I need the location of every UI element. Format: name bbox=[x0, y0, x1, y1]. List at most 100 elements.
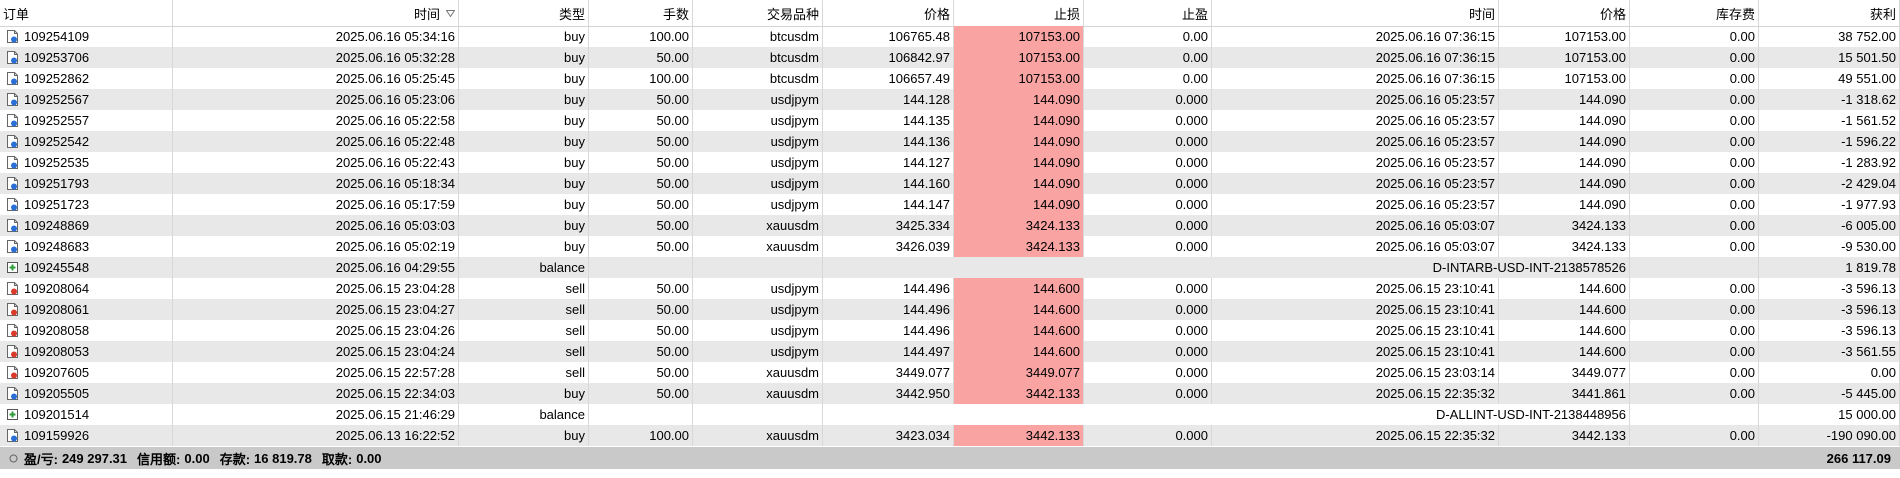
symbol: usdjpym bbox=[770, 134, 819, 149]
swap-cell: 0.00 bbox=[1630, 152, 1759, 173]
symbol: usdjpym bbox=[770, 197, 819, 212]
type-cell: balance bbox=[459, 404, 589, 425]
time-cell: 2025.06.16 04:29:55 bbox=[173, 257, 459, 278]
order-cell: 109208053 bbox=[0, 341, 173, 362]
symbol-cell: usdjpym bbox=[693, 299, 823, 320]
summary-total-cell: 266 117.09 bbox=[1759, 447, 1900, 469]
close-time-cell: 2025.06.15 23:10:41 bbox=[1212, 278, 1499, 299]
price: 144.497 bbox=[903, 344, 950, 359]
open-time: 2025.06.13 16:22:52 bbox=[335, 428, 455, 443]
tp: 0.000 bbox=[1175, 218, 1208, 233]
profit: 49 551.00 bbox=[1838, 71, 1896, 86]
swap: 0.00 bbox=[1729, 71, 1755, 86]
profit: -1 283.92 bbox=[1841, 155, 1896, 170]
close-price: 144.600 bbox=[1579, 281, 1626, 296]
sl-cell: 144.090 bbox=[954, 173, 1084, 194]
row-icon bbox=[7, 177, 18, 190]
close-time: 2025.06.16 05:23:57 bbox=[1375, 92, 1495, 107]
order-cell: 109208061 bbox=[0, 299, 173, 320]
summary-total: 266 117.09 bbox=[1826, 450, 1891, 466]
profit-cell: -1 283.92 bbox=[1759, 152, 1900, 173]
close-time: 2025.06.15 22:35:32 bbox=[1375, 386, 1495, 401]
trade-row: 109208053 2025.06.15 23:04:24 sell 50.00 usd… bbox=[0, 341, 1900, 362]
sl: 144.090 bbox=[1033, 155, 1080, 170]
tp-cell: 0.00 bbox=[1084, 68, 1212, 89]
volume: 50.00 bbox=[656, 386, 689, 401]
symbol-cell: usdjpym bbox=[693, 320, 823, 341]
type: buy bbox=[564, 71, 585, 86]
order: 109248683 bbox=[24, 239, 90, 254]
close-time: 2025.06.16 07:36:15 bbox=[1375, 29, 1495, 44]
order-cell: 109201514 bbox=[0, 404, 173, 425]
row-icon bbox=[7, 93, 18, 106]
close-price-cell: 107153.00 bbox=[1499, 26, 1630, 47]
summary-label: 信用额: bbox=[137, 451, 181, 467]
close-price-cell: 3442.133 bbox=[1499, 425, 1630, 446]
open-time: 2025.06.16 05:22:43 bbox=[335, 155, 455, 170]
profit: -2 429.04 bbox=[1841, 176, 1896, 191]
type-cell: buy bbox=[459, 110, 589, 131]
volume: 50.00 bbox=[656, 281, 689, 296]
tp-cell: 0.000 bbox=[1084, 383, 1212, 404]
open-time: 2025.06.15 22:34:03 bbox=[335, 386, 455, 401]
open-time-cell: 2025.06.16 05:32:28 bbox=[173, 47, 459, 68]
column-header: 手数 bbox=[589, 0, 693, 26]
header-label: 价格 bbox=[923, 6, 950, 22]
volume: 50.00 bbox=[656, 155, 689, 170]
close-price: 144.600 bbox=[1579, 302, 1626, 317]
profit: -3 596.13 bbox=[1841, 302, 1896, 317]
order-cell: 109248869 bbox=[0, 215, 173, 236]
type: sell bbox=[565, 281, 585, 296]
swap-cell: 0.00 bbox=[1630, 320, 1759, 341]
open-time-cell: 2025.06.16 05:18:34 bbox=[173, 173, 459, 194]
volume-cell: 50.00 bbox=[589, 383, 693, 404]
volume: 50.00 bbox=[656, 92, 689, 107]
close-time: 2025.06.16 07:36:15 bbox=[1375, 71, 1495, 86]
type: buy bbox=[564, 92, 585, 107]
close-price-cell: 144.090 bbox=[1499, 173, 1630, 194]
close-price: 3449.077 bbox=[1571, 365, 1626, 380]
row-icon bbox=[7, 240, 18, 253]
comment-cell: D-INTARB-USD-INT-2138578526 bbox=[823, 257, 1630, 278]
tp-cell: 0.000 bbox=[1084, 362, 1212, 383]
swap: 0.00 bbox=[1729, 29, 1755, 44]
open-time: 2025.06.15 23:04:27 bbox=[335, 302, 455, 317]
open-time-cell: 2025.06.15 23:04:24 bbox=[173, 341, 459, 362]
swap-cell: 0.00 bbox=[1630, 173, 1759, 194]
symbol-cell: usdjpym bbox=[693, 89, 823, 110]
swap: 0.00 bbox=[1729, 302, 1755, 317]
tp: 0.000 bbox=[1175, 302, 1208, 317]
symbol-cell: xauusdm bbox=[693, 425, 823, 446]
open-time: 2025.06.16 05:34:16 bbox=[335, 29, 455, 44]
order: 109207605 bbox=[24, 365, 90, 380]
profit-cell: -2 429.04 bbox=[1759, 173, 1900, 194]
volume-cell: 50.00 bbox=[589, 131, 693, 152]
trade-row: 109248683 2025.06.16 05:02:19 buy 50.00 xauu… bbox=[0, 236, 1900, 257]
sl: 144.600 bbox=[1033, 323, 1080, 338]
type: buy bbox=[564, 113, 585, 128]
order-cell: 109208064 bbox=[0, 278, 173, 299]
trade-row: 109245548 2025.06.16 04:29:55 balance D-INT… bbox=[0, 257, 1900, 278]
profit-cell: 38 752.00 bbox=[1759, 26, 1900, 47]
close-price: 144.090 bbox=[1579, 134, 1626, 149]
sl: 144.090 bbox=[1033, 176, 1080, 191]
swap: 0.00 bbox=[1729, 113, 1755, 128]
tp-cell: 0.000 bbox=[1084, 278, 1212, 299]
symbol: usdjpym bbox=[770, 176, 819, 191]
order: 109251723 bbox=[24, 197, 90, 212]
profit-cell: -5 445.00 bbox=[1759, 383, 1900, 404]
open-time-cell: 2025.06.16 05:23:06 bbox=[173, 89, 459, 110]
trade-row: 109208058 2025.06.15 23:04:26 sell 50.00 usd… bbox=[0, 320, 1900, 341]
column-header: 时间 bbox=[1212, 0, 1499, 26]
header-label: 订单 bbox=[3, 6, 30, 22]
type: buy bbox=[564, 29, 585, 44]
close-price-cell: 107153.00 bbox=[1499, 68, 1630, 89]
trade-type: balance bbox=[539, 260, 585, 275]
close-price: 3442.133 bbox=[1571, 428, 1626, 443]
volume: 100.00 bbox=[649, 71, 689, 86]
sl-cell: 3424.133 bbox=[954, 236, 1084, 257]
symbol-cell: usdjpym bbox=[693, 173, 823, 194]
volume-cell: 50.00 bbox=[589, 89, 693, 110]
open-time-cell: 2025.06.16 05:03:03 bbox=[173, 215, 459, 236]
tp: 0.00 bbox=[1182, 29, 1208, 44]
